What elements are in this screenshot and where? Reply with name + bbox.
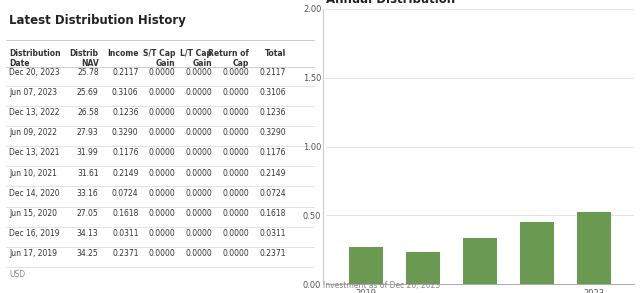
Text: 31.99: 31.99	[77, 149, 99, 157]
Text: L/T Cap
Gain: L/T Cap Gain	[180, 49, 212, 68]
Text: 0.0000: 0.0000	[148, 88, 175, 97]
Text: S/T Cap
Gain: S/T Cap Gain	[143, 49, 175, 68]
Text: 0.0000: 0.0000	[186, 128, 212, 137]
Text: 26.58: 26.58	[77, 108, 99, 117]
Text: Total: Total	[265, 49, 286, 58]
Text: 0.0000: 0.0000	[186, 149, 212, 157]
Text: Latest Distribution History: Latest Distribution History	[10, 14, 186, 27]
Text: 0.0311: 0.0311	[112, 229, 139, 238]
Bar	[463, 239, 497, 284]
Text: Income: Income	[107, 49, 139, 58]
Text: 0.1618: 0.1618	[260, 209, 286, 218]
Text: 0.2149: 0.2149	[112, 168, 139, 178]
Text: 27.05: 27.05	[77, 209, 99, 218]
Text: 0.0000: 0.0000	[186, 108, 212, 117]
Text: 0.1176: 0.1176	[260, 149, 286, 157]
Text: 25.69: 25.69	[77, 88, 99, 97]
Text: 0.0000: 0.0000	[148, 229, 175, 238]
Text: 0.1236: 0.1236	[260, 108, 286, 117]
Text: Return of
Cap: Return of Cap	[209, 49, 250, 68]
Text: 0.2371: 0.2371	[112, 249, 139, 258]
Text: 0.0000: 0.0000	[223, 168, 250, 178]
Text: 0.0000: 0.0000	[148, 128, 175, 137]
Text: 31.61: 31.61	[77, 168, 99, 178]
Text: 0.0000: 0.0000	[223, 249, 250, 258]
Text: 0.0311: 0.0311	[260, 229, 286, 238]
Text: 0.0000: 0.0000	[148, 189, 175, 198]
Text: Investment as of Dec 20, 2023: Investment as of Dec 20, 2023	[323, 281, 440, 290]
Text: 0.1236: 0.1236	[112, 108, 139, 117]
Text: 27.93: 27.93	[77, 128, 99, 137]
Text: 0.0000: 0.0000	[186, 189, 212, 198]
Text: 0.2149: 0.2149	[260, 168, 286, 178]
Text: 33.16: 33.16	[77, 189, 99, 198]
Text: 34.13: 34.13	[77, 229, 99, 238]
Bar	[406, 252, 440, 284]
Text: Jun 07, 2023: Jun 07, 2023	[10, 88, 58, 97]
Text: Dec 13, 2021: Dec 13, 2021	[10, 149, 60, 157]
Text: 0.0000: 0.0000	[186, 229, 212, 238]
Text: 0.0000: 0.0000	[223, 128, 250, 137]
Text: Dec 20, 2023: Dec 20, 2023	[10, 68, 60, 77]
Text: 34.25: 34.25	[77, 249, 99, 258]
Text: 0.2117: 0.2117	[260, 68, 286, 77]
Text: 0.0724: 0.0724	[260, 189, 286, 198]
Text: 0.3106: 0.3106	[112, 88, 139, 97]
Text: 0.0000: 0.0000	[148, 108, 175, 117]
Text: 0.0000: 0.0000	[186, 168, 212, 178]
Text: Dec 14, 2020: Dec 14, 2020	[10, 189, 60, 198]
Text: Jun 15, 2020: Jun 15, 2020	[10, 209, 58, 218]
Text: Distribution
Date: Distribution Date	[10, 49, 61, 68]
Text: 0.0000: 0.0000	[148, 149, 175, 157]
Text: Dec 13, 2022: Dec 13, 2022	[10, 108, 60, 117]
Text: 0.0000: 0.0000	[223, 108, 250, 117]
Text: Jun 17, 2019: Jun 17, 2019	[10, 249, 58, 258]
Text: 0.0000: 0.0000	[186, 68, 212, 77]
Text: 0.3106: 0.3106	[260, 88, 286, 97]
Text: 0.0000: 0.0000	[148, 68, 175, 77]
Text: 0.0000: 0.0000	[186, 209, 212, 218]
Text: 0.2117: 0.2117	[112, 68, 139, 77]
Text: 0.0000: 0.0000	[223, 88, 250, 97]
Text: 0.0000: 0.0000	[223, 209, 250, 218]
Text: 25.78: 25.78	[77, 68, 99, 77]
Text: 0.3290: 0.3290	[260, 128, 286, 137]
Text: 0.0000: 0.0000	[223, 68, 250, 77]
Bar	[520, 222, 554, 284]
Text: 0.0000: 0.0000	[148, 209, 175, 218]
Text: 0.3290: 0.3290	[112, 128, 139, 137]
Text: 0.1176: 0.1176	[112, 149, 139, 157]
Text: 0.0000: 0.0000	[223, 229, 250, 238]
Text: 0.0724: 0.0724	[112, 189, 139, 198]
Text: 0.0000: 0.0000	[223, 149, 250, 157]
Text: 0.1618: 0.1618	[112, 209, 139, 218]
Text: 0.0000: 0.0000	[148, 168, 175, 178]
Text: 0.0000: 0.0000	[186, 249, 212, 258]
Text: 0.0000: 0.0000	[186, 88, 212, 97]
Text: Annual Distribution: Annual Distribution	[326, 0, 455, 6]
Text: USD: USD	[10, 270, 26, 279]
Bar	[577, 212, 611, 284]
Bar	[349, 247, 383, 284]
Text: Dec 16, 2019: Dec 16, 2019	[10, 229, 60, 238]
Text: 0.0000: 0.0000	[223, 189, 250, 198]
Text: 0.0000: 0.0000	[148, 249, 175, 258]
Text: Jun 10, 2021: Jun 10, 2021	[10, 168, 58, 178]
Text: Jun 09, 2022: Jun 09, 2022	[10, 128, 58, 137]
Text: 0.2371: 0.2371	[260, 249, 286, 258]
Text: Distrib
NAV: Distrib NAV	[70, 49, 99, 68]
